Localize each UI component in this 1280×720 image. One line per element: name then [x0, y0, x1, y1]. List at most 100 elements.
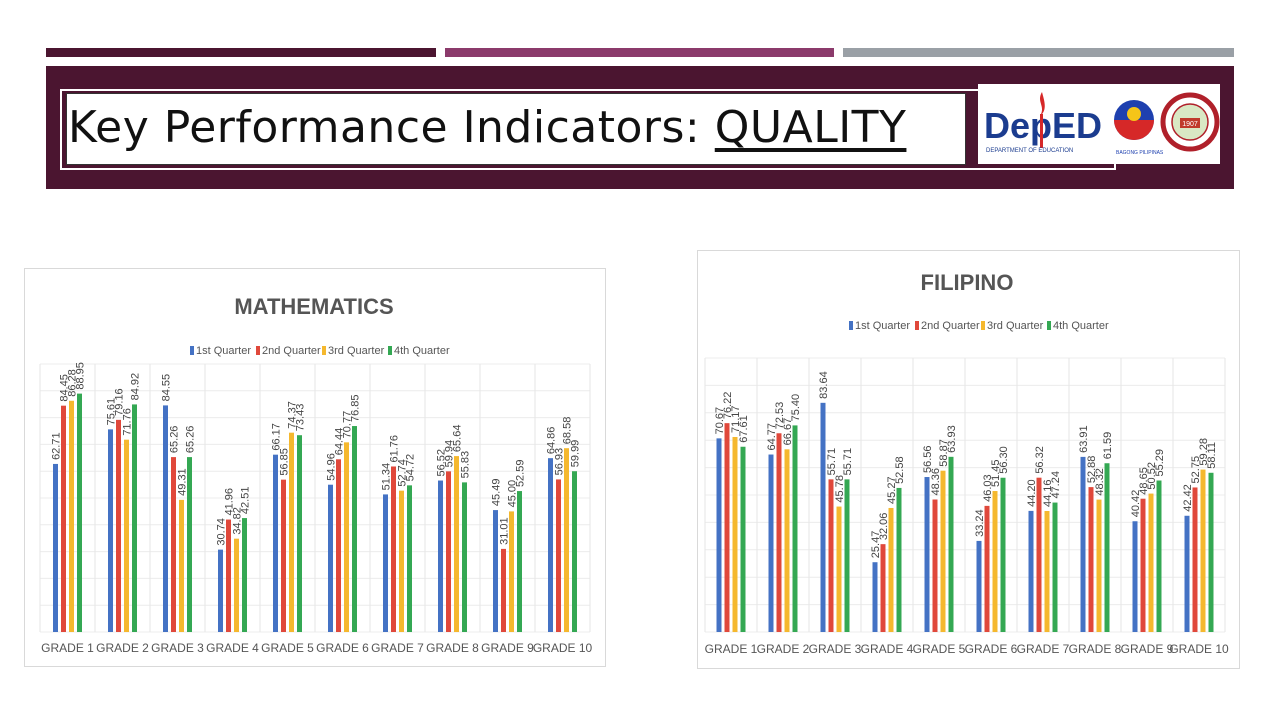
mathematics-legend-swatch-3 — [322, 346, 326, 355]
mathematics-bar-grade-7-q1 — [383, 494, 388, 632]
school-seal-logo: 1907 — [1160, 92, 1220, 152]
filipino-data-label-grade-1-q3: 71.17 — [730, 405, 742, 433]
filipino-bar-grade-6-q1 — [976, 540, 982, 632]
deped-logo-subtitle: DEPARTMENT OF EDUCATION — [986, 148, 1073, 154]
mathematics-category-label-grade-2: GRADE 2 — [96, 641, 149, 655]
mathematics-data-label-grade-10-q2: 56.93 — [554, 448, 566, 476]
filipino-data-label-grade-4-q4: 52.58 — [894, 456, 906, 484]
filipino-bar-grade-6-q3 — [992, 491, 998, 632]
filipino-category-label-grade-5: GRADE 5 — [913, 642, 966, 656]
mathematics-data-label-grade-2-q1: 75.61 — [106, 398, 118, 426]
filipino-data-label-grade-8-q1: 63.91 — [1078, 425, 1090, 453]
filipino-data-label-grade-10-q1: 42.42 — [1182, 484, 1194, 512]
mathematics-data-label-grade-7-q1: 51.34 — [381, 463, 393, 491]
mathematics-data-label-grade-5-q1: 66.17 — [271, 423, 283, 451]
mathematics-bar-grade-4-q2 — [226, 519, 231, 632]
mathematics-data-label-grade-7-q4: 54.72 — [405, 454, 417, 482]
filipino-data-label-grade-9-q1: 40.42 — [1130, 490, 1142, 518]
filipino-bar-grade-6-q2 — [984, 505, 990, 632]
mathematics-data-label-grade-8-q3: 65.64 — [452, 425, 464, 453]
mathematics-legend-label-3: 3rd Quarter — [328, 345, 385, 357]
filipino-data-label-grade-3-q2: 55.71 — [826, 448, 838, 476]
filipino-bar-grade-7-q4 — [1052, 502, 1058, 632]
filipino-legend-swatch-1 — [849, 321, 853, 330]
mathematics-bar-grade-2-q4 — [132, 404, 137, 632]
deped-logo: DepED DEPARTMENT OF EDUCATION — [984, 92, 1102, 154]
mathematics-data-label-grade-2-q3: 71.76 — [122, 408, 134, 436]
mathematics-category-label-grade-1: GRADE 1 — [41, 641, 94, 655]
mathematics-data-label-grade-4-q1: 30.74 — [216, 518, 228, 546]
mathematics-bar-grade-4-q1 — [218, 549, 223, 632]
mathematics-bar-grade-10-q3 — [564, 448, 569, 632]
filipino-data-label-grade-2-q1: 64.77 — [766, 423, 778, 451]
mathematics-category-label-grade-3: GRADE 3 — [151, 641, 204, 655]
filipino-bar-grade-9-q4 — [1156, 480, 1162, 632]
filipino-bar-grade-10-q3 — [1200, 469, 1206, 632]
filipino-data-label-grade-5-q3: 58.87 — [938, 439, 950, 467]
filipino-data-label-grade-1-q2: 76.22 — [722, 392, 734, 420]
mathematics-category-label-grade-9: GRADE 9 — [481, 641, 534, 655]
filipino-bar-grade-9-q1 — [1132, 521, 1138, 632]
mathematics-category-label-grade-7: GRADE 7 — [371, 641, 424, 655]
filipino-data-label-grade-7-q3: 44.16 — [1042, 479, 1054, 507]
mathematics-bar-grade-9-q2 — [501, 548, 506, 632]
mathematics-data-label-grade-3-q3: 49.31 — [177, 468, 189, 496]
filipino-data-label-grade-4-q3: 45.27 — [886, 476, 898, 504]
filipino-bar-grade-3-q3 — [836, 506, 842, 632]
filipino-legend-label-3: 3rd Quarter — [987, 320, 1044, 332]
filipino-legend-swatch-3 — [981, 321, 985, 330]
filipino-category-label-grade-10: GRADE 10 — [1169, 642, 1229, 656]
mathematics-bar-grade-6-q1 — [328, 484, 333, 632]
filipino-data-label-grade-8-q3: 48.32 — [1094, 468, 1106, 496]
filipino-category-label-grade-1: GRADE 1 — [705, 642, 758, 656]
mathematics-data-label-grade-10-q3: 68.58 — [562, 417, 574, 445]
filipino-bar-grade-9-q2 — [1140, 498, 1146, 632]
slide-title: Key Performance Indicators: QUALITY — [68, 96, 906, 160]
filipino-data-label-grade-9-q3: 50.52 — [1146, 462, 1158, 490]
mathematics-bar-grade-5-q2 — [281, 479, 286, 632]
filipino-data-label-grade-1-q4: 67.61 — [738, 415, 750, 443]
filipino-bar-grade-1-q3 — [732, 436, 738, 632]
filipino-bar-grade-10-q1 — [1184, 515, 1190, 632]
mathematics-bar-grade-9-q1 — [493, 510, 498, 632]
filipino-chart-title: FILIPINO — [921, 270, 1014, 295]
filipino-data-label-grade-6-q4: 56.30 — [998, 446, 1010, 474]
title-background — [66, 93, 966, 165]
filipino-data-label-grade-10-q2: 52.75 — [1190, 456, 1202, 484]
filipino-bar-grade-4-q1 — [872, 562, 878, 632]
mathematics-category-label-grade-4: GRADE 4 — [206, 641, 259, 655]
mathematics-bar-grade-1-q3 — [69, 400, 74, 632]
filipino-bar-grade-10-q2 — [1192, 487, 1198, 632]
filipino-category-label-grade-8: GRADE 8 — [1069, 642, 1122, 656]
mathematics-legend-label-4: 4th Quarter — [394, 345, 450, 357]
mathematics-legend-swatch-1 — [190, 346, 194, 355]
filipino-data-label-grade-8-q4: 61.59 — [1102, 432, 1114, 460]
mathematics-bar-grade-10-q2 — [556, 479, 561, 632]
mathematics-bar-grade-1-q4 — [77, 393, 82, 632]
bagong-pilipinas-text: BAGONG PILIPINAS — [1116, 150, 1164, 156]
mathematics-bar-grade-5-q4 — [297, 435, 302, 632]
filipino-bar-grade-2-q2 — [776, 433, 782, 632]
mathematics-bar-grade-8-q1 — [438, 480, 443, 632]
filipino-data-label-grade-7-q1: 44.20 — [1026, 479, 1038, 507]
mathematics-data-label-grade-2-q4: 84.92 — [130, 373, 142, 401]
bagong-pilipinas-logo: BAGONG PILIPINAS — [1114, 100, 1164, 156]
mathematics-bar-grade-6-q3 — [344, 442, 349, 632]
school-seal-year: 1907 — [1182, 121, 1198, 128]
filipino-data-label-grade-4-q2: 32.06 — [878, 513, 890, 541]
filipino-chart: FILIPINO 1st Quarter 2nd Quarter 3rd Quarte… — [704, 270, 1229, 656]
filipino-legend-label-2: 2nd Quarter — [921, 320, 980, 332]
filipino-data-label-grade-5-q4: 63.93 — [946, 425, 958, 453]
filipino-bar-grade-2-q1 — [768, 454, 774, 632]
filipino-bar-grade-6-q4 — [1000, 477, 1006, 632]
filipino-data-label-grade-6-q1: 33.24 — [974, 509, 986, 537]
mathematics-bar-grade-5-q1 — [273, 454, 278, 632]
mathematics-data-label-grade-10-q1: 64.86 — [546, 427, 558, 455]
filipino-bar-grade-10-q4 — [1208, 472, 1214, 632]
mathematics-bar-grade-1-q2 — [61, 405, 66, 632]
filipino-bar-grade-7-q3 — [1044, 511, 1050, 632]
filipino-data-label-grade-10-q3: 59.28 — [1198, 438, 1210, 466]
filipino-category-label-grade-3: GRADE 3 — [809, 642, 862, 656]
mathematics-bar-grade-4-q3 — [234, 538, 239, 632]
filipino-legend-swatch-2 — [915, 321, 919, 330]
